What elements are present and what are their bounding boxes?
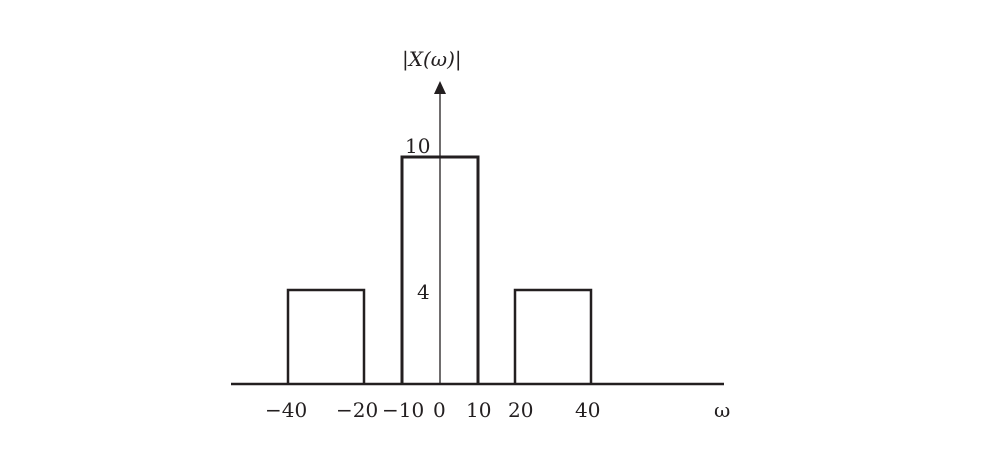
- x-tick-minus20: −20: [336, 398, 378, 422]
- x-tick-20: 20: [508, 398, 533, 422]
- y-axis-label: |X(ω)|: [402, 47, 462, 72]
- x-tick-10: 10: [466, 398, 491, 422]
- y-axis-arrow-icon: [434, 81, 446, 94]
- pulse-center: [400, 155, 480, 384]
- level-label-10: 10: [405, 134, 430, 158]
- x-tick-40: 40: [575, 398, 600, 422]
- x-tick-0: 0: [433, 398, 446, 422]
- pulse-left: [286, 288, 366, 384]
- x-tick-minus40: −40: [265, 398, 307, 422]
- x-axis-label: ω: [714, 398, 730, 422]
- level-label-4: 4: [417, 280, 430, 304]
- pulse-right: [513, 288, 593, 384]
- x-tick-minus10: −10: [382, 398, 424, 422]
